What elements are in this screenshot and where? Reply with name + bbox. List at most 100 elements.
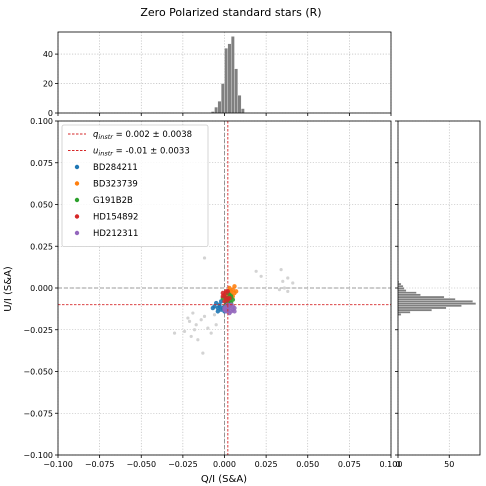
right-hist-bar (397, 293, 421, 297)
y-axis-label: U/I (S&A) (3, 266, 14, 312)
outlier-point (286, 289, 290, 293)
legend-math-subscript: instr (98, 150, 114, 158)
data-point-bd284211 (210, 305, 216, 311)
legend-math-rest: = -0.01 ± 0.0033 (113, 147, 190, 157)
legend-math-symbol: u (93, 147, 98, 157)
right-hist-bar (397, 287, 405, 290)
y-tick-label: 0.000 (30, 284, 53, 293)
data-point-hd212311 (230, 304, 236, 309)
right-hist-bar (397, 285, 404, 288)
top-histogram: 0 20 40 (43, 31, 392, 118)
outlier-point (282, 286, 287, 290)
x-tick-label: 0.025 (255, 460, 278, 469)
outlier-point (191, 311, 195, 315)
data-point-bd284211 (218, 299, 224, 304)
data-point-bd284211 (215, 309, 221, 314)
outlier-point (254, 269, 258, 273)
outlier-point (187, 319, 192, 323)
data-point-hd212311 (228, 309, 234, 314)
y-tick-label: 0.075 (30, 159, 53, 168)
right-hist-bar (397, 289, 407, 292)
right-hist-bar (397, 295, 445, 299)
data-point-g191b2b (230, 297, 236, 302)
outlier-point (172, 331, 177, 335)
top-hist-bar (221, 83, 225, 114)
legend-math-subscript: instr (98, 133, 114, 141)
outlier-point (206, 326, 210, 330)
top-hist-bar (240, 108, 245, 114)
y-tick-label: −0.075 (23, 409, 53, 418)
outlier-point (212, 313, 217, 317)
data-point-hd212311 (232, 309, 237, 314)
y-tick-label: 0.025 (30, 242, 53, 251)
top-hist-y-tick-label: 20 (43, 80, 53, 89)
legend-label-hd212311: HD212311 (93, 229, 138, 239)
outlier-point (259, 274, 263, 278)
y-tick-label: −0.050 (23, 368, 53, 377)
right-hist-bar (397, 311, 411, 314)
data-point-hd154892 (223, 289, 229, 294)
x-tick-label: −0.100 (43, 460, 73, 469)
outlier-point (194, 323, 198, 327)
x-tick-label: −0.075 (85, 460, 115, 469)
legend-label-bd323739: BD323739 (93, 180, 138, 190)
right-histogram: 0 50 (395, 120, 481, 469)
y-tick-label: −0.025 (23, 326, 53, 335)
outlier-point (186, 316, 190, 320)
outlier-point (192, 328, 197, 332)
outlier-point (199, 318, 203, 322)
right-hist-x-tick-label: 0 (395, 460, 400, 469)
right-hist-bar (397, 304, 462, 308)
right-hist-bar (397, 298, 456, 301)
right-hist-bar (397, 291, 417, 294)
legend-label-g191b2b: G191B2B (93, 196, 133, 206)
outlier-point (196, 338, 200, 342)
x-tick-label: 0.050 (296, 460, 319, 469)
outlier-point (202, 256, 207, 260)
data-point-hd154892 (222, 299, 227, 304)
data-point-bd323739 (232, 284, 237, 289)
y-tick-label: 0.050 (30, 201, 53, 210)
legend-marker-bd323739 (74, 181, 80, 186)
outlier-point (279, 268, 283, 272)
outlier-point (214, 323, 218, 327)
top-hist-bar (217, 101, 222, 114)
data-point-bd323739 (227, 285, 232, 291)
right-hist-bar (397, 302, 477, 305)
top-hist-bar (227, 43, 232, 114)
outlier-point (189, 334, 193, 339)
top-hist-bar (237, 95, 242, 114)
right-hist-bar (397, 308, 432, 312)
outlier-point (286, 276, 290, 280)
top-hist-y-tick-label: 0 (48, 109, 53, 118)
chart-title: Zero Polarized standard stars (R) (140, 6, 321, 19)
outlier-point (201, 351, 205, 355)
x-tick-label: 0.000 (213, 460, 236, 469)
legend-marker-hd212311 (74, 230, 80, 236)
data-point-bd284211 (217, 304, 222, 309)
right-hist-bar (397, 313, 402, 316)
data-point-bd323739 (233, 289, 239, 294)
right-hist-bar (397, 282, 402, 286)
data-point-hd212311 (227, 304, 232, 309)
right-hist-bar (397, 306, 447, 310)
outlier-point (281, 279, 285, 283)
data-point-bd284211 (213, 300, 219, 306)
data-point-hd154892 (220, 290, 226, 296)
top-hist-y-tick-label: 40 (43, 50, 53, 59)
legend-math-symbol: q (93, 130, 99, 140)
legend-marker-g191b2b (74, 197, 80, 203)
outlier-point (202, 314, 207, 318)
legend-marker-hd154892 (74, 214, 80, 219)
x-tick-label: −0.025 (168, 460, 198, 469)
outlier-point (277, 288, 282, 292)
legend-box (61, 124, 209, 247)
y-tick-label: 0.100 (30, 117, 53, 126)
legend-math-rest: = 0.002 ± 0.0038 (113, 130, 192, 140)
outlier-point (182, 329, 187, 334)
data-point-hd154892 (225, 297, 231, 302)
legend-label-u-instr: uinstr = -0.01 ± 0.0033 (93, 147, 190, 158)
y-tick-label: −0.100 (23, 451, 53, 460)
right-hist-x-tick-label: 50 (444, 460, 454, 469)
